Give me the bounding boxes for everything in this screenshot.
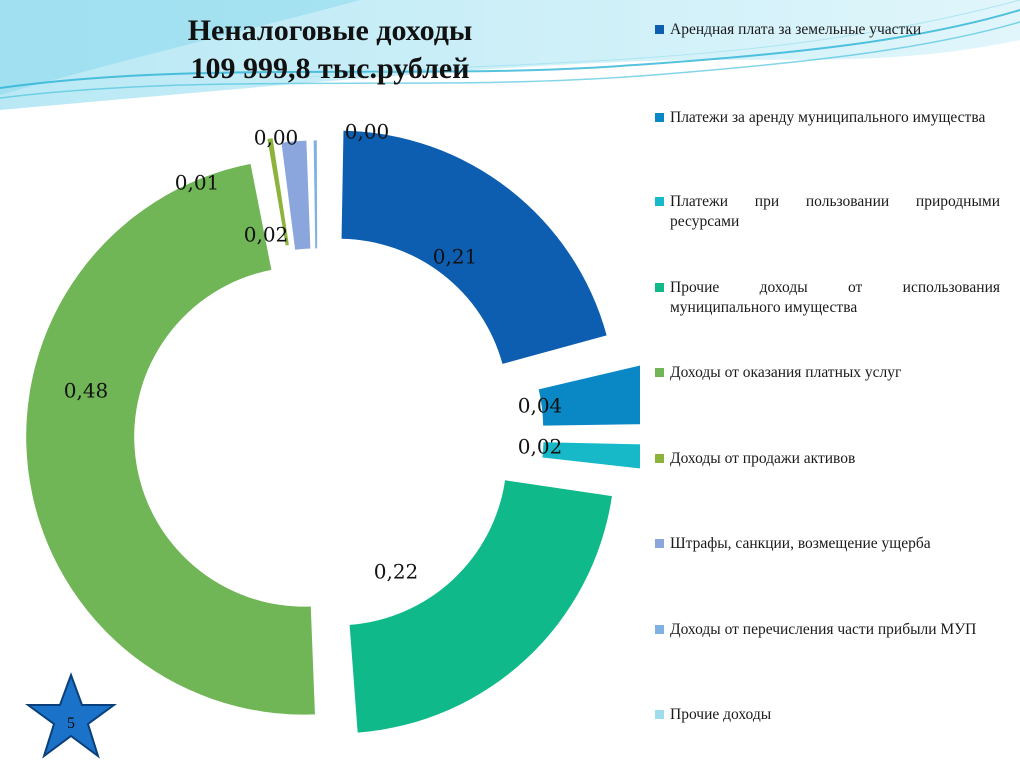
legend-swatch	[655, 368, 664, 377]
doughnut-slice	[538, 365, 640, 426]
data-label: 0,48	[64, 379, 109, 403]
data-label: 0,02	[518, 435, 563, 459]
data-label: 0,01	[175, 171, 220, 195]
star-icon: 5	[25, 672, 117, 759]
legend-label: Платежи за аренду муниципального имущест…	[670, 109, 986, 126]
legend-swatch	[655, 710, 664, 719]
data-label: 0,21	[433, 245, 478, 269]
doughnut-slice	[341, 130, 607, 364]
legend-item: Прочие доходы от использования муниципал…	[655, 278, 1000, 318]
title-line-1: Неналоговые доходы	[187, 14, 473, 47]
legend-swatch	[655, 113, 664, 122]
legend-label: Прочие доходы	[670, 706, 772, 723]
legend-swatch	[655, 454, 664, 463]
doughnut-slice	[267, 138, 289, 246]
legend-label: Доходы от продажи активов	[670, 450, 856, 467]
legend-item: Доходы от перечисления части прибыли МУП	[655, 620, 1000, 640]
doughnut-slice	[313, 140, 318, 249]
legend-item: Прочие доходы	[655, 705, 1000, 725]
doughnut-slice	[542, 442, 640, 469]
legend-swatch	[655, 283, 664, 292]
legend-swatch	[655, 197, 664, 206]
legend-label: Доходы от оказания платных услуг	[670, 364, 902, 381]
data-label: 0,00	[254, 126, 299, 150]
legend-swatch	[655, 539, 664, 548]
data-label: 0,22	[374, 560, 419, 584]
legend-item: Платежи за аренду муниципального имущест…	[655, 108, 1000, 128]
doughnut-slice	[281, 140, 311, 250]
legend-label: Прочие доходы от использования муниципал…	[670, 279, 1000, 316]
title-line-2: 109 999,8 тыс.рублей	[190, 52, 470, 85]
legend-item: Платежи при пользовании природными ресур…	[655, 192, 1000, 232]
legend-item: Штрафы, санкции, возмещение ущерба	[655, 534, 1000, 554]
doughnut-slice	[26, 163, 315, 715]
legend-item: Доходы от оказания платных услуг	[655, 363, 1000, 383]
legend-swatch	[655, 25, 664, 34]
legend-swatch	[655, 625, 664, 634]
legend-label: Платежи при пользовании природными ресур…	[670, 193, 1000, 230]
page-number: 5	[67, 715, 75, 732]
slide-title: Неналоговые доходы 109 999,8 тыс.рублей	[120, 12, 540, 88]
legend-label: Штрафы, санкции, возмещение ущерба	[670, 535, 931, 552]
legend-item: Арендная плата за земельные участки	[655, 20, 1000, 40]
data-label: 0,00	[345, 120, 390, 144]
legend-label: Доходы от перечисления части прибыли МУП	[670, 621, 977, 638]
data-label: 0,02	[244, 223, 289, 247]
legend-item: Доходы от продажи активов	[655, 449, 1000, 469]
data-label: 0,04	[518, 394, 563, 418]
doughnut-slice	[349, 480, 612, 733]
doughnut-chart: 0,21 0,04 0,02 0,22 0,48 0,01 0,02 0,00 0,00	[26, 120, 640, 733]
legend-label: Арендная плата за земельные участки	[670, 21, 922, 38]
